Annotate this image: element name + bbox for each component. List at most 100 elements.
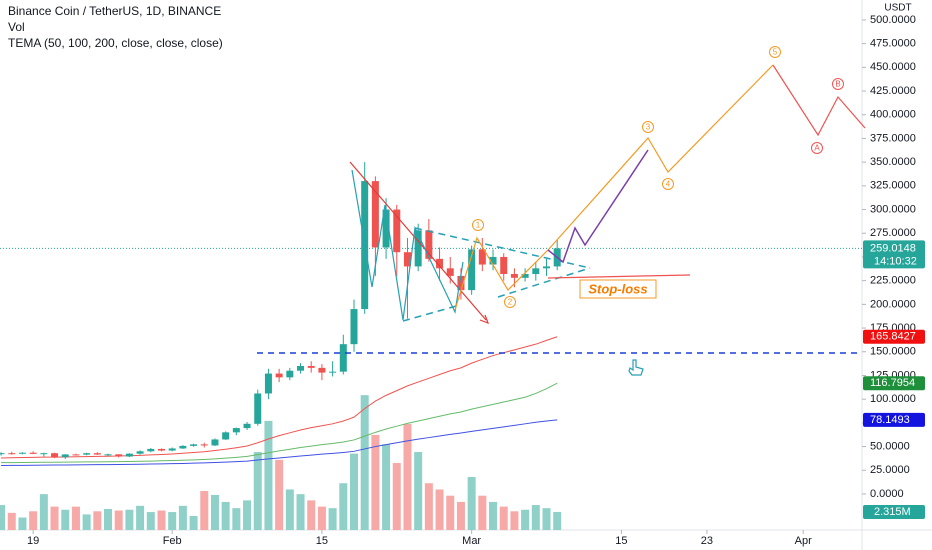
volume-bar <box>178 505 187 530</box>
drawings: Stop-loss 1 2 3 4 5 A B <box>257 46 866 376</box>
y-tick-label: 275.0000 <box>870 227 916 239</box>
x-tick-label: 15 <box>316 535 328 547</box>
indicator-line <box>1 419 558 467</box>
volume-bar <box>125 509 134 530</box>
candle-body <box>371 181 379 248</box>
candle-body <box>51 453 59 458</box>
price-badge-label: 165.8427 <box>870 331 916 343</box>
triangle-lower[interactable] <box>497 267 591 298</box>
volume-bar <box>424 483 433 530</box>
volume-bar <box>39 494 48 530</box>
candle-body <box>179 445 187 449</box>
candle-body <box>286 370 294 378</box>
indicator-line <box>1 336 558 459</box>
volume-bar <box>285 489 294 530</box>
volume-bar <box>414 452 423 530</box>
volume-bar <box>157 510 166 530</box>
candle-body <box>157 448 165 451</box>
candle-body <box>211 439 219 446</box>
volume-bar <box>232 508 241 530</box>
volume-bar <box>61 509 70 530</box>
triangle-upper[interactable] <box>414 227 591 269</box>
volume-bar <box>168 512 177 530</box>
candle-body <box>339 344 347 372</box>
candle-body <box>61 454 69 458</box>
candle-body <box>40 453 48 455</box>
volume-layer <box>0 395 562 530</box>
x-tick-label: 19 <box>27 535 39 547</box>
trend-arrow[interactable] <box>349 161 487 321</box>
candle-body <box>297 365 305 371</box>
y-tick-label: 400.0000 <box>870 109 916 121</box>
wave-label: B <box>835 80 840 89</box>
volume-bar <box>489 501 498 530</box>
volume-bar <box>446 495 455 530</box>
y-tick-label: 225.0000 <box>870 275 916 287</box>
volume-bar <box>210 494 219 530</box>
y-tick-label: 150.0000 <box>870 346 916 358</box>
x-tick-label: Mar <box>462 535 481 547</box>
volume-bar <box>317 506 326 530</box>
candle-body <box>254 393 262 424</box>
volume-bar <box>307 500 316 530</box>
y-tick-label: 300.0000 <box>870 203 916 215</box>
candle-body <box>532 268 540 275</box>
zigzag[interactable] <box>351 169 464 321</box>
y-tick-label: 200.0000 <box>870 298 916 310</box>
wave-labels: 1 2 3 4 5 A B <box>472 46 844 308</box>
volume-bar <box>382 444 391 530</box>
indicator-legend: TEMA (50, 100, 200, close, close, close) <box>8 36 223 50</box>
triangle-lower[interactable] <box>402 304 461 322</box>
volume-bar <box>296 494 305 530</box>
wave-marker <box>832 78 844 90</box>
volume-bar <box>200 491 209 530</box>
indicator-layer <box>0 247 862 467</box>
y-tick-label: 350.0000 <box>870 156 916 168</box>
volume-bar <box>542 508 551 530</box>
cursor-icon <box>628 359 644 376</box>
x-tick-label: Apr <box>795 535 812 547</box>
y-tick-label: 0.0000 <box>870 488 904 500</box>
price-badge <box>863 412 925 427</box>
volume-bar <box>146 512 155 530</box>
projection-path[interactable] <box>547 149 649 264</box>
correction-wave[interactable] <box>772 64 866 137</box>
candle-body <box>425 230 433 259</box>
volume-bar <box>136 505 145 530</box>
volume-bar <box>531 505 540 530</box>
candle-body <box>232 428 240 433</box>
volume-bar <box>510 511 519 530</box>
wave-marker <box>642 121 654 133</box>
x-tick-label: 23 <box>701 535 713 547</box>
volume-bar <box>456 501 465 530</box>
candle-body <box>403 252 411 267</box>
candle-body <box>446 268 454 276</box>
volume-badge-label: 2.315M <box>874 506 911 518</box>
price-badge-label: 116.7954 <box>870 377 915 389</box>
wave-label: 1 <box>476 221 481 230</box>
price-badge-label: 78.1493 <box>870 414 910 426</box>
candle-body <box>200 444 208 446</box>
candle-body <box>382 209 390 248</box>
candle-body <box>489 256 497 265</box>
stop-loss-box[interactable] <box>579 279 657 299</box>
volume-bar <box>499 506 508 530</box>
volume-bar <box>29 511 38 530</box>
wave-marker <box>472 219 484 231</box>
x-tick-label: 15 <box>615 535 627 547</box>
stop-loss-line[interactable] <box>547 274 691 279</box>
candle-body <box>222 432 230 440</box>
y-tick-label: 325.0000 <box>870 180 916 192</box>
volume-bar <box>467 477 476 530</box>
candle-body <box>329 371 337 373</box>
wave-label: 2 <box>508 298 513 307</box>
candle-body <box>350 309 358 345</box>
y-tick-label: 475.0000 <box>870 38 916 50</box>
candle-body <box>115 454 123 457</box>
volume-bar <box>18 517 27 530</box>
price-badge <box>863 376 925 391</box>
wave-label: 4 <box>666 180 671 189</box>
